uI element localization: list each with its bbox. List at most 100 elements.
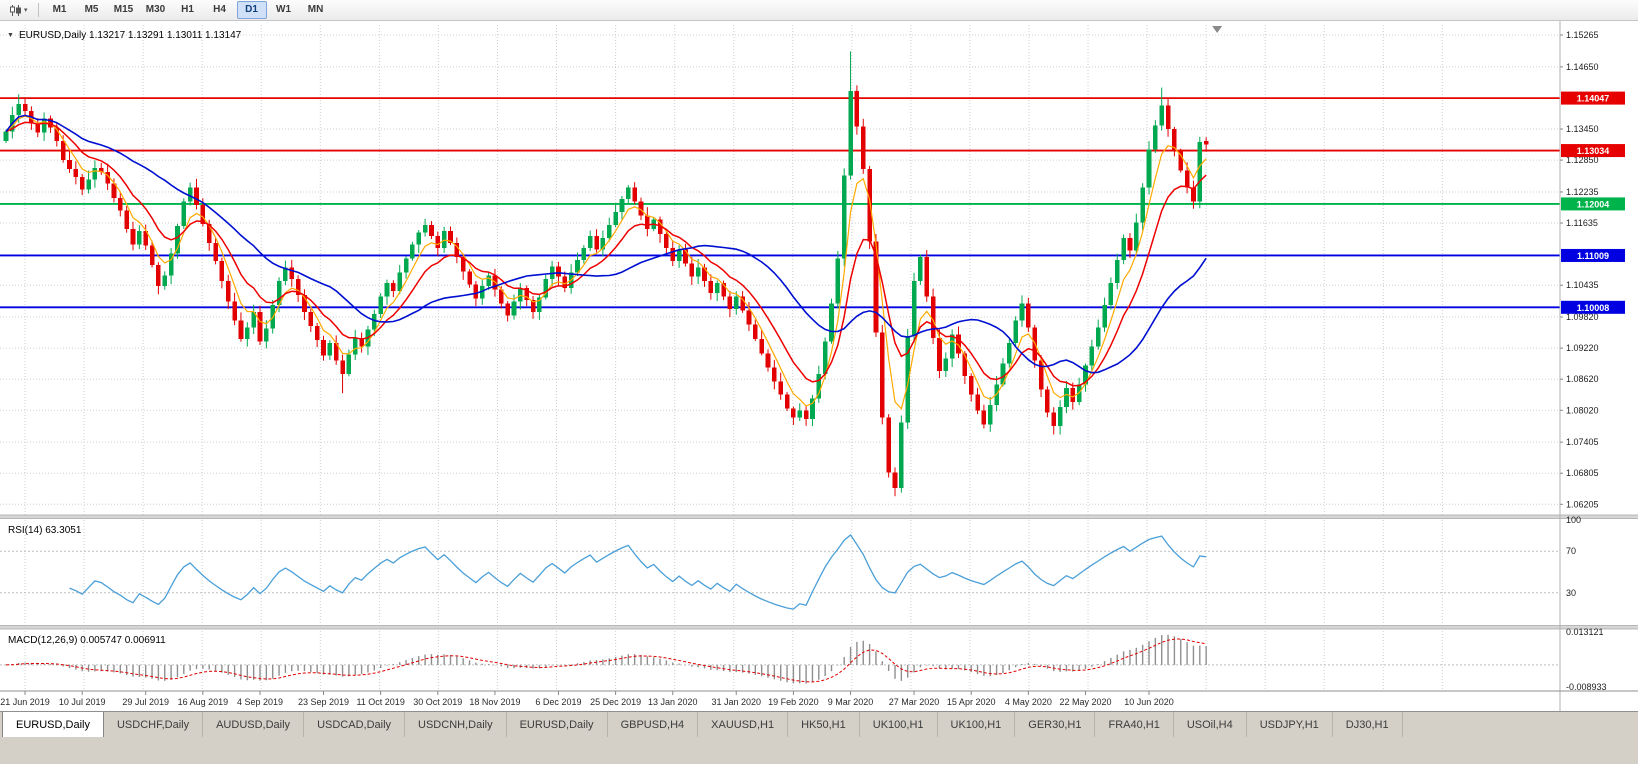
timeframe-m30-button[interactable]: M30 [145,4,166,15]
chart-tab-eurusd-daily[interactable]: EURUSD,Daily [2,712,104,737]
timeframe-m15-button[interactable]: M15 [113,4,134,15]
timeframe-h4-button[interactable]: H4 [213,4,226,15]
macd-histogram-bar [976,664,979,675]
chart-tab-xauusd-h1[interactable]: XAUUSD,H1 [698,712,789,737]
macd-histogram-bar [773,664,776,680]
macd-histogram-bar [316,664,318,674]
timeframe-mn-button[interactable]: MN [307,4,324,15]
macd-histogram-bar [208,664,210,670]
macd-histogram-bar [760,664,763,677]
candle [1083,365,1088,385]
chart-tab-uk100-h1[interactable]: UK100,H1 [860,712,938,737]
macd-histogram-bar [722,664,725,672]
candle [962,353,968,377]
macd-histogram-bar [475,662,477,665]
chart-tab-hk50-h1[interactable]: HK50,H1 [788,712,860,737]
chart-type-button[interactable]: ▾ [4,1,33,20]
candle [860,126,866,169]
macd-histogram-bar [132,664,134,677]
candle [1191,187,1196,202]
candle [683,249,688,264]
date-axis-label: 13 Jan 2020 [648,697,698,707]
macd-histogram-bar [37,663,39,665]
macd-histogram-bar [418,656,420,665]
macd-histogram-bar [1014,664,1017,668]
one-click-trading-icon[interactable]: ▼ [7,32,14,39]
macd-histogram-bar [1103,661,1106,665]
chart-tab-usdcnh-daily[interactable]: USDCNH,Daily [405,712,507,737]
chart-tab-usoil-h4[interactable]: USOil,H4 [1174,712,1247,737]
macd-histogram-bar [1040,664,1042,667]
macd-histogram-bar [62,664,64,667]
chart-tab-usdcad-daily[interactable]: USDCAD,Daily [304,712,406,737]
candle [391,282,396,292]
candle [854,91,860,127]
macd-histogram-bar [983,664,985,676]
pane-separator[interactable] [0,625,1638,630]
macd-histogram-bar [621,655,623,665]
date-axis-label: 30 Oct 2019 [413,697,462,707]
date-axis-label: 15 Apr 2020 [947,697,996,707]
candle [753,324,758,339]
macd-histogram-bar [284,664,287,673]
date-axis-label: 19 Feb 2020 [768,697,819,707]
macd-histogram-bar [735,664,737,673]
chart-tab-usdchf-daily[interactable]: USDCHF,Daily [104,712,204,737]
chart-tab-audusd-daily[interactable]: AUDUSD,Daily [203,712,305,737]
candle [352,337,358,355]
macd-histogram-bar [1180,638,1182,665]
price-axis-label: 1.09220 [1566,343,1599,353]
rsi-line [69,534,1207,610]
price-axis-label: 1.15265 [1566,30,1599,40]
candle [1159,105,1164,126]
macd-histogram-bar [792,664,795,684]
price-axis-label: 1.13450 [1566,124,1599,134]
candle [626,187,631,199]
chart-area[interactable]: 1.15265 1.14650 1.13450 1.12850 1.12235 1.116… [0,21,1638,711]
chart-tab-bar: EURUSD,Daily USDCHF,Daily AUDUSD,Daily USDC… [0,711,1638,737]
candle [1102,305,1107,328]
chart-tab-eurusd-daily[interactable]: EURUSD,Daily [507,712,608,737]
macd-histogram-bar [995,664,998,676]
macd-histogram-bar [824,664,826,677]
chart-tab-gbpusd-h4[interactable]: GBPUSD,H4 [608,712,699,737]
macd-histogram-bar [875,651,877,665]
timeframe-d1-button[interactable]: D1 [236,1,267,19]
macd-histogram-bar [862,640,864,665]
macd-histogram-bar [94,664,96,672]
macd-histogram-bar [1091,664,1093,667]
macd-histogram-bar [697,664,699,668]
price-axis-label: 1.12850 [1566,155,1599,165]
macd-histogram-bar [176,664,179,678]
timeframe-m1-button[interactable]: M1 [52,4,67,15]
macd-histogram-bar [392,664,395,665]
macd-histogram-bar [297,664,299,671]
macd-histogram-bar [799,664,801,684]
chart-tab-usdjpy-h1[interactable]: USDJPY,H1 [1247,712,1333,737]
pane-separator[interactable] [0,515,1638,519]
chart-shift-marker[interactable] [1212,26,1223,33]
candle [689,263,695,277]
chart-tab-uk100-h1[interactable]: UK100,H1 [938,712,1016,737]
chart-tab-ger30-h1[interactable]: GER30,H1 [1015,712,1096,737]
timeframe-h1-button[interactable]: H1 [181,4,194,15]
candle [384,282,390,297]
candle [587,236,593,249]
candle [975,394,980,411]
candle [537,297,542,312]
candle [232,301,237,321]
chart-tab-fra40-h1[interactable]: FRA40,H1 [1095,712,1174,737]
candle [98,167,104,173]
candle [1140,187,1145,223]
macd-histogram-bar [405,660,407,665]
macd-histogram-bar [487,664,490,665]
timeframe-w1-button[interactable]: W1 [276,4,292,15]
timeframe-m5-button[interactable]: M5 [84,4,99,15]
candle [873,241,879,333]
date-axis-label: 9 Mar 2020 [828,697,874,707]
candle [410,244,415,259]
chart-tab-dj30-h1[interactable]: DJ30,H1 [1333,712,1403,737]
price-axis-label: 1.09820 [1566,312,1599,322]
candle [543,279,549,298]
macd-histogram-bar [145,664,147,678]
